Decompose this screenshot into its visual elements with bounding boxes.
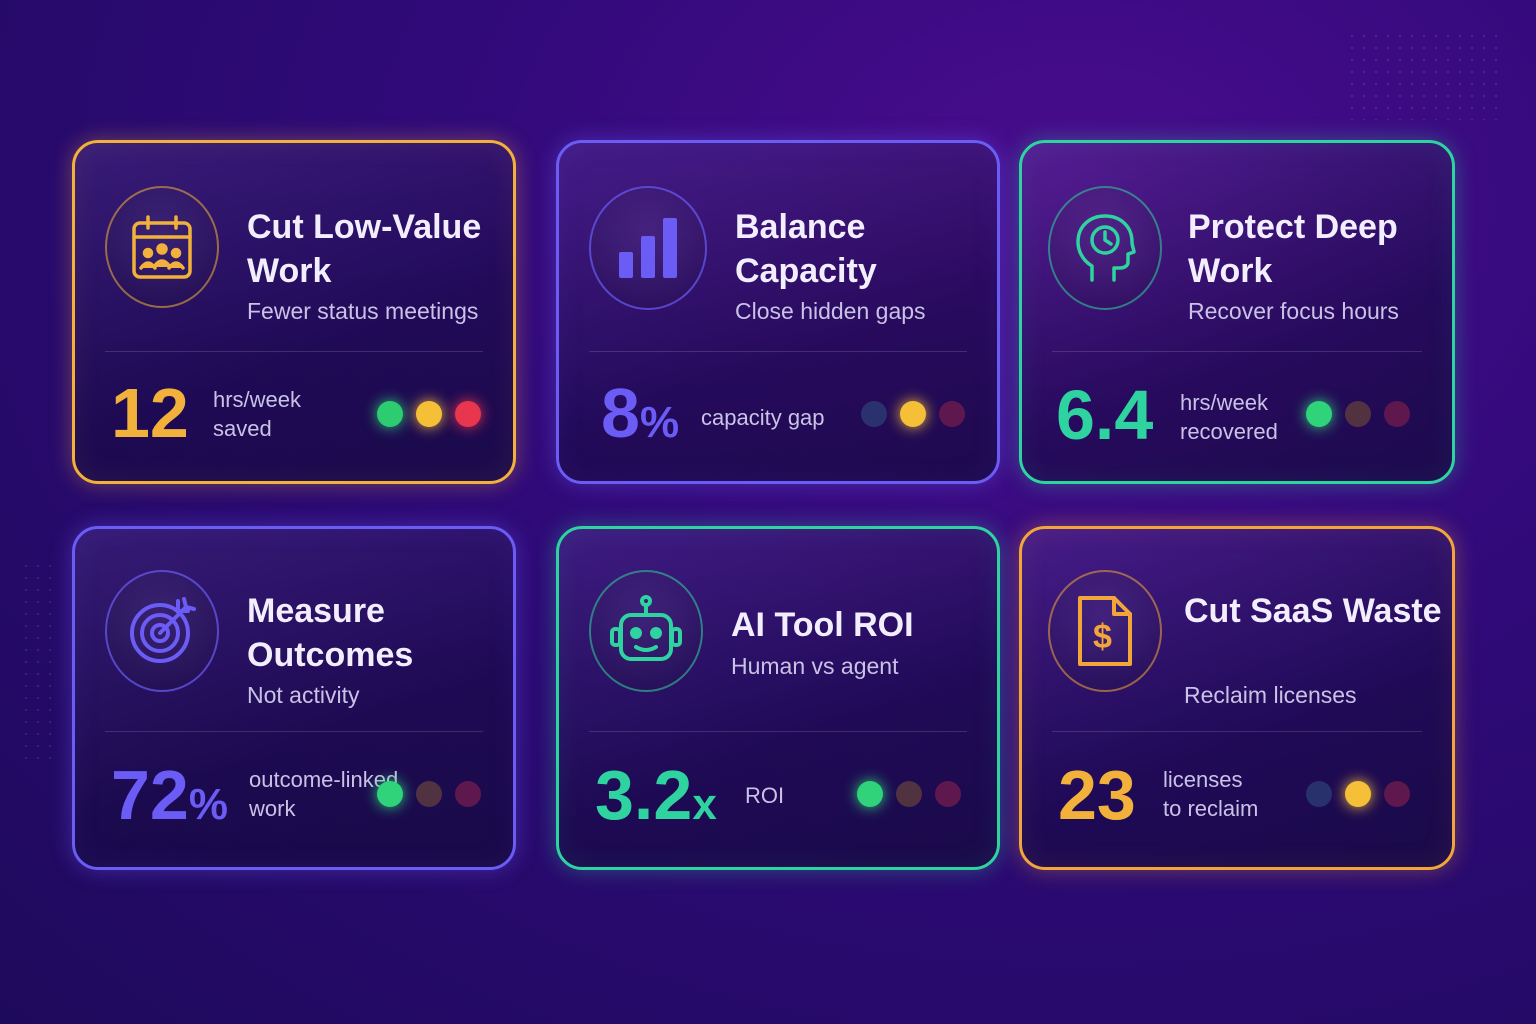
status-dots [377, 781, 481, 807]
status-dot [455, 781, 481, 807]
divider [589, 731, 967, 732]
target-icon [130, 597, 196, 663]
status-dot [377, 401, 403, 427]
card-subtitle: Recover focus hours [1188, 298, 1399, 324]
card-measure-outcomes[interactable]: Measure Outcomes Not activity 72% outcom… [72, 526, 516, 870]
status-dot [1345, 781, 1371, 807]
status-dot [939, 401, 965, 427]
icon-badge [589, 186, 707, 310]
invoice-dollar-icon: $ [1078, 596, 1132, 666]
status-dots [861, 401, 965, 427]
divider [1052, 351, 1422, 352]
status-dot [1384, 781, 1410, 807]
metric-label: licenses to reclaim [1163, 767, 1259, 821]
calendar-team-icon [132, 215, 192, 279]
status-dots [1306, 781, 1410, 807]
status-dot [1345, 401, 1371, 427]
robot-icon [610, 595, 682, 661]
card-cut-low-value-work[interactable]: Cut Low-Value Work Fewer status meetings… [72, 140, 516, 484]
metric-value: 12 [111, 374, 189, 452]
head-clock-icon [1076, 214, 1136, 282]
card-protect-deep-work[interactable]: Protect Deep Work Recover focus hours 6.… [1019, 140, 1455, 484]
metric-value: 8% [601, 374, 680, 452]
card-title: Balance Capacity [735, 208, 877, 290]
metric-value: 3.2x [595, 756, 717, 834]
status-dot [896, 781, 922, 807]
card-cut-saas-waste[interactable]: $ Cut SaaS Waste Reclaim licenses 23 lic… [1019, 526, 1455, 870]
metric-label: hrs/week saved [213, 387, 302, 441]
card-title: Measure Outcomes [247, 592, 414, 674]
icon-badge [1048, 186, 1162, 310]
status-dot [416, 781, 442, 807]
card-subtitle: Close hidden gaps [735, 298, 926, 324]
icon-badge [105, 570, 219, 692]
divider [105, 731, 483, 732]
icon-badge: $ [1048, 570, 1162, 692]
card-title: Protect Deep Work [1188, 208, 1398, 290]
status-dots [1306, 401, 1410, 427]
bar-chart-icon [619, 218, 677, 278]
metric-value: 6.4 [1056, 376, 1154, 454]
metric-label: capacity gap [701, 405, 825, 430]
card-title: AI Tool ROI [731, 606, 914, 644]
divider [589, 351, 967, 352]
card-title: Cut Low-Value Work [247, 208, 482, 290]
svg-text:$: $ [1093, 618, 1112, 656]
status-dot [455, 401, 481, 427]
background-dots [1346, 30, 1506, 120]
status-dot [1384, 401, 1410, 427]
metric-value: 72% [111, 756, 228, 834]
card-subtitle: Human vs agent [731, 653, 899, 679]
status-dot [1306, 781, 1332, 807]
card-subtitle: Not activity [247, 682, 360, 708]
status-dot [857, 781, 883, 807]
icon-badge [105, 186, 219, 308]
metric-value: 23 [1058, 756, 1136, 834]
card-balance-capacity[interactable]: Balance Capacity Close hidden gaps 8% ca… [556, 140, 1000, 484]
icon-badge [589, 570, 703, 692]
metric-label: ROI [745, 783, 785, 808]
status-dot [416, 401, 442, 427]
divider [1052, 731, 1422, 732]
status-dots [377, 401, 481, 427]
metric-label: outcome-linked work [249, 767, 399, 821]
status-dots [857, 781, 961, 807]
status-dot [935, 781, 961, 807]
card-subtitle: Reclaim licenses [1184, 682, 1357, 708]
card-subtitle: Fewer status meetings [247, 298, 479, 324]
card-ai-tool-roi[interactable]: AI Tool ROI Human vs agent 3.2x ROI [556, 526, 1000, 870]
background-dots [20, 560, 60, 760]
divider [105, 351, 483, 352]
card-title: Cut SaaS Waste [1184, 592, 1442, 630]
metric-label: hrs/week recovered [1180, 390, 1278, 444]
status-dot [861, 401, 887, 427]
status-dot [1306, 401, 1332, 427]
status-dot [377, 781, 403, 807]
status-dot [900, 401, 926, 427]
